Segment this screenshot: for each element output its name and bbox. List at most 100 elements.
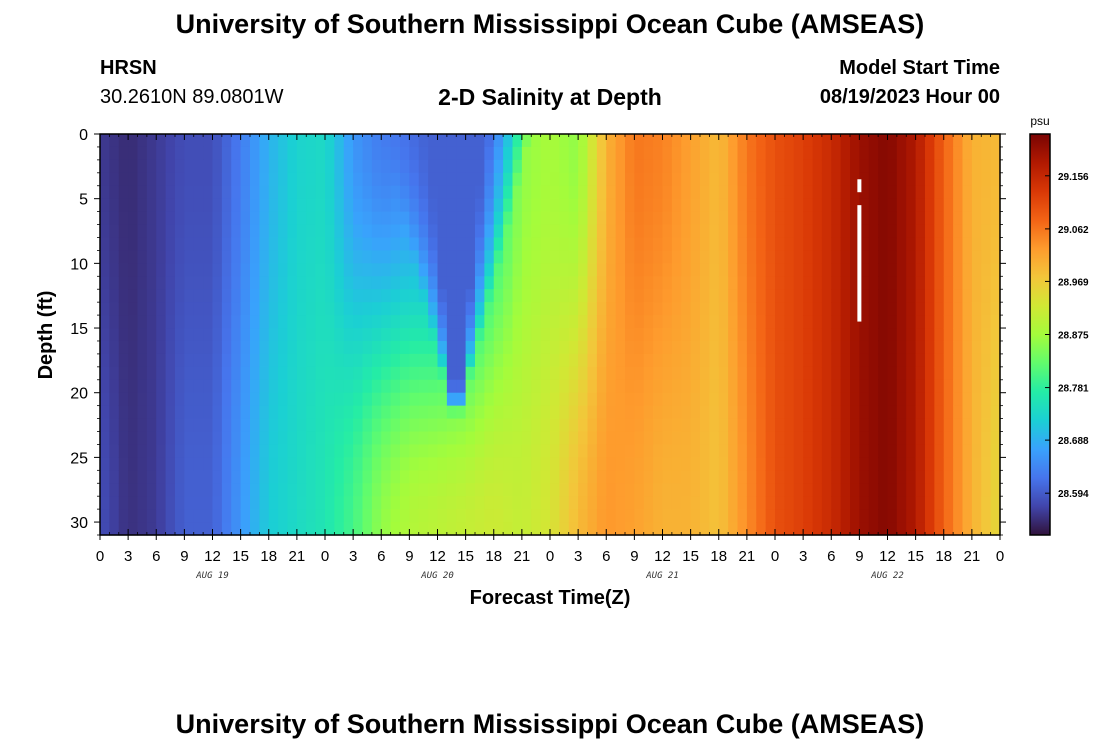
heatmap-cell [625,237,635,252]
heatmap-cell [100,289,110,303]
heatmap-cell [137,276,148,290]
heatmap-cell [146,250,157,264]
heatmap-cell [934,366,945,381]
heatmap-cell [887,392,898,407]
heatmap-cell [962,328,973,342]
heatmap-cell [137,509,148,523]
heatmap-cell [859,340,870,355]
heatmap-cell [643,224,654,239]
heatmap-cell [493,496,504,510]
heatmap-cell [925,418,935,433]
heatmap-cell [259,431,270,446]
heatmap-cell [625,289,635,303]
heatmap-cell [718,134,729,148]
heatmap-cell [193,172,204,187]
heatmap-cell [409,431,420,446]
heatmap-cell [728,276,739,290]
heatmap-cell [859,392,870,407]
y-tick-label: 20 [70,386,88,403]
heatmap-cell [821,211,832,226]
heatmap-cell [943,328,954,342]
heatmap-cell [146,509,157,523]
heatmap-cell [915,237,926,252]
heatmap-cell [400,431,410,446]
heatmap-cell [418,237,429,252]
heatmap-cell [746,250,757,264]
heatmap-cell [456,315,467,329]
heatmap-cell [812,211,823,226]
heatmap-cell [540,224,551,239]
heatmap-cell [212,418,223,433]
heatmap-cell [231,522,242,536]
heatmap-cell [531,289,542,303]
heatmap-cell [728,250,739,264]
heatmap-cell [596,198,607,213]
heatmap-cell [700,509,710,523]
heatmap-cell [728,172,739,187]
heatmap-cell [484,289,495,303]
heatmap-cell [353,522,364,536]
heatmap-cell [315,340,326,355]
heatmap-cell [446,444,457,458]
heatmap-cell [803,366,814,381]
heatmap-cell [859,483,870,497]
heatmap-cell [381,392,392,407]
heatmap-cell [775,405,785,420]
heatmap-cell [793,224,804,239]
heatmap-cell [943,522,954,536]
heatmap-cell [953,418,964,433]
heatmap-cell [625,340,635,355]
heatmap-cell [325,431,335,446]
heatmap-cell [925,146,935,161]
heatmap-cell [343,457,354,471]
heatmap-cell [250,392,260,407]
heatmap-cell [671,276,682,290]
heatmap-cell [831,172,842,187]
heatmap-cell [962,263,973,277]
heatmap-cell [821,198,832,213]
heatmap-cell [878,470,889,484]
heatmap-cell [700,353,710,368]
heatmap-cell [971,198,982,213]
heatmap-cell [531,444,542,458]
heatmap-cell [671,146,682,161]
day-label: AUG 19 [195,571,229,581]
heatmap-cell [212,263,223,277]
heatmap-cell [615,289,626,303]
heatmap-cell [100,340,110,355]
heatmap-cell [306,431,317,446]
heatmap-cell [175,483,185,497]
heatmap-cell [465,211,476,226]
heatmap-cell [859,405,870,420]
heatmap-cell [896,134,907,148]
heatmap-cell [221,159,232,174]
heatmap-cell [334,211,345,226]
heatmap-cell [803,172,814,187]
heatmap-cell [203,134,214,148]
heatmap-cell [606,302,617,316]
heatmap-cell [953,185,964,200]
heatmap-cell [165,405,176,420]
heatmap-cell [390,237,401,252]
heatmap-cell [334,353,345,368]
heatmap-cell [296,340,307,355]
heatmap-cell [428,366,439,381]
heatmap-cell [784,444,795,458]
heatmap-cell [850,315,860,329]
heatmap-cell [812,198,823,213]
heatmap-cell [306,185,317,200]
heatmap-cell [981,483,992,497]
heatmap-cell [137,224,148,239]
heatmap-cell [550,522,560,536]
heatmap-cell [409,392,420,407]
heatmap-cell [756,146,767,161]
heatmap-cell [596,457,607,471]
heatmap-cell [446,263,457,277]
heatmap-cells [100,134,1001,536]
heatmap-cell [409,289,420,303]
heatmap-cell [428,328,439,342]
heatmap-cell [578,509,589,523]
heatmap-cell [606,289,617,303]
heatmap-cell [146,418,157,433]
heatmap-cell [925,185,935,200]
